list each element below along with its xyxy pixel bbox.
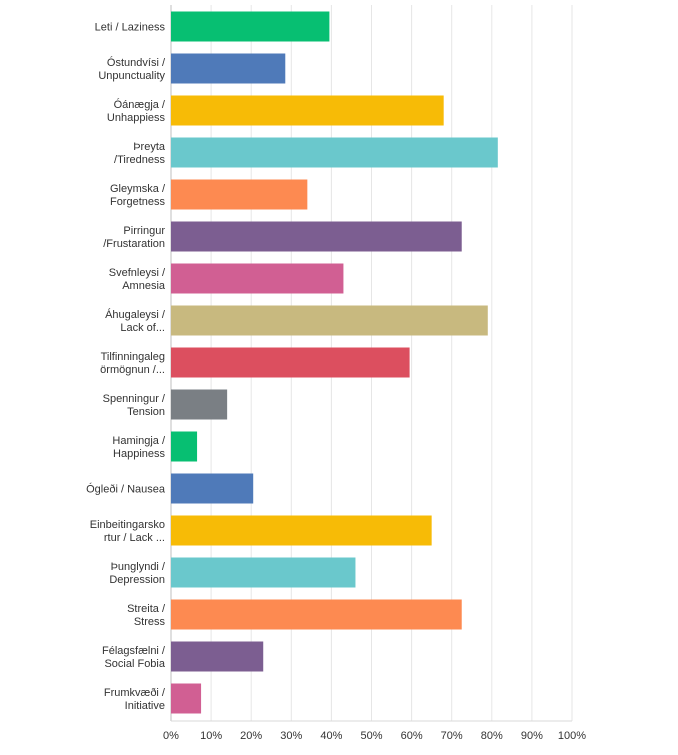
x-tick-label: 70% (441, 730, 463, 742)
x-tick-label: 100% (558, 730, 586, 742)
x-tick-label: 30% (280, 730, 302, 742)
category-label: Þunglyndi / Depression (109, 561, 166, 586)
x-tick-label: 20% (240, 730, 262, 742)
x-tick-label: 0% (163, 730, 179, 742)
x-tick-label: 10% (200, 730, 222, 742)
category-label: Pirringur/Frustaration (103, 225, 165, 250)
category-label: Þreyta/Tiredness (114, 141, 166, 166)
bar (171, 11, 330, 42)
bar (171, 347, 410, 378)
category-label: Óánægja / Unhappiess (107, 98, 166, 124)
category-label: Leti / Laziness (95, 22, 166, 34)
category-label: Félagsfælni / Social Fobia (102, 645, 166, 670)
x-tick-label: 90% (521, 730, 543, 742)
bar (171, 221, 462, 252)
category-label: Gleymska / Forgetness (110, 183, 166, 208)
x-tick-label: 40% (320, 730, 342, 742)
category-label: Hamingja / Happiness (112, 435, 166, 460)
bar (171, 557, 356, 588)
category-label: Tilfinningaleg örmögnun /... (100, 351, 165, 376)
bar (171, 389, 228, 420)
category-label: Spenningur / Tension (103, 393, 166, 418)
bar (171, 599, 462, 630)
bar (171, 683, 202, 714)
category-label: Frumkvæði / Initiative (104, 687, 166, 712)
bar (171, 95, 444, 126)
bar (171, 431, 198, 462)
bar (171, 179, 308, 210)
category-label: Einbeitingarsko rtur / Lack ... (90, 519, 165, 544)
x-tick-label: 50% (360, 730, 382, 742)
category-label: Áhugaleysi / Lack of... (105, 308, 166, 334)
x-tick-label: 80% (481, 730, 503, 742)
bar (171, 305, 488, 336)
x-tick-label: 60% (401, 730, 423, 742)
bar (171, 263, 344, 294)
bar (171, 137, 498, 168)
bar (171, 515, 432, 546)
bar (171, 53, 286, 84)
category-label: Ógleði / Nausea (86, 483, 166, 496)
category-label: Óstundvísi / Unpunctuality (98, 56, 166, 82)
category-label: Svefnleysi / Amnesia (109, 267, 166, 292)
category-label: Streita / Stress (127, 603, 166, 628)
bar (171, 641, 264, 672)
bar (171, 473, 254, 504)
